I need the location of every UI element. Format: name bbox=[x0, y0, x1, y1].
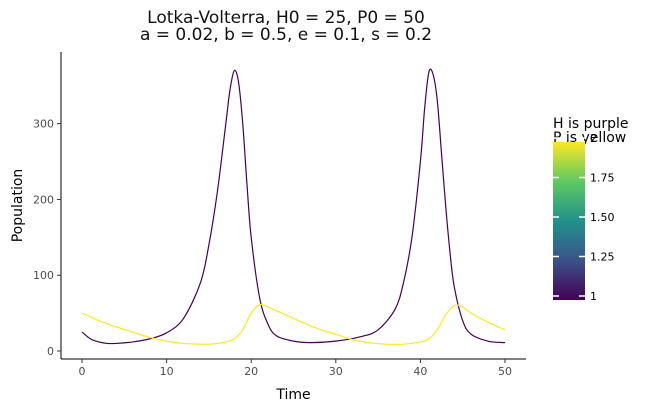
x-tick-label: 0 bbox=[79, 365, 86, 378]
y-tick-label: 100 bbox=[33, 269, 54, 282]
x-axis-label: Time bbox=[275, 387, 310, 403]
legend-colorbar bbox=[553, 142, 585, 300]
legend-tick-label: 1.75 bbox=[590, 172, 615, 185]
y-tick-label: 300 bbox=[33, 118, 54, 131]
legend-tick-label: 2 bbox=[590, 132, 597, 145]
legend-tick-label: 1.25 bbox=[590, 251, 615, 264]
legend-tick-label: 1.50 bbox=[590, 211, 615, 224]
chart-title: Lotka-Volterra, H0 = 25, P0 = 50 bbox=[147, 8, 425, 28]
y-tick-label: 0 bbox=[47, 345, 54, 358]
x-tick-label: 20 bbox=[244, 365, 258, 378]
y-tick-label: 200 bbox=[33, 193, 54, 206]
x-tick-label: 30 bbox=[329, 365, 343, 378]
y-axis-label: Population bbox=[10, 169, 26, 243]
x-tick-label: 10 bbox=[160, 365, 174, 378]
series-line-h bbox=[81, 68, 506, 345]
legend-title-line: H is purple bbox=[553, 116, 629, 132]
legend-tick-label: 1 bbox=[590, 290, 597, 303]
x-tick-label: 50 bbox=[498, 365, 512, 378]
chart-subtitle: a = 0.02, b = 0.5, e = 0.1, s = 0.2 bbox=[139, 25, 433, 45]
series-line-p bbox=[81, 303, 506, 346]
x-tick-label: 40 bbox=[413, 365, 427, 378]
